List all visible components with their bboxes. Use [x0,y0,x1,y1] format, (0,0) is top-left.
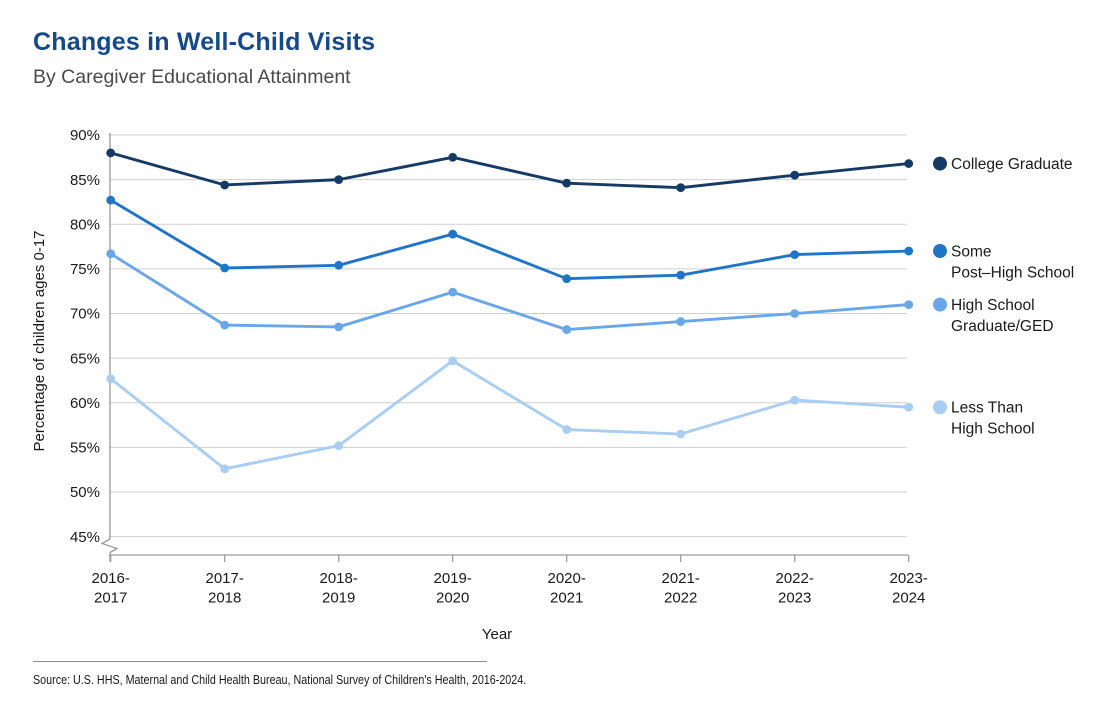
data-point-college-graduate [448,152,458,162]
page-title: Changes in Well-Child Visits [33,28,376,56]
x-tick-label: 2022-2023 [776,570,814,607]
legend-label-less-than-high-school: Less Than High School [951,400,1035,438]
data-point-college-graduate [334,175,344,185]
legend-dot-less-than-high-school [933,400,947,415]
source-text: Source: U.S. HHS, Maternal and Child Hea… [33,673,527,687]
x-tick-label: 2023-2024 [890,570,928,607]
data-point-some-post-high-school [220,263,230,273]
data-point-some-post-high-school [676,270,686,280]
data-point-some-post-high-school [334,260,344,270]
data-point-less-than-high-school [106,374,116,384]
y-tick-label: 85% [70,172,100,189]
legend-label-some-post-high-school: Some Post–High School [951,244,1074,282]
y-tick-label: 50% [70,484,100,501]
data-point-high-school-graduate-ged [790,309,800,318]
data-point-some-post-high-school [790,250,800,260]
legend-dot-high-school-graduate-ged [933,297,947,312]
y-tick-label: 45% [70,529,100,546]
x-tick-label: 2018-2019 [320,570,358,607]
x-tick-label: 2016-2017 [92,570,130,607]
legend-dot-college-graduate [933,156,947,171]
data-point-some-post-high-school [562,274,572,284]
gridline-layer [109,134,907,538]
data-point-high-school-graduate-ged [106,249,116,259]
y-tick-label: 60% [70,395,100,412]
series-line-college-graduate [109,151,911,190]
data-point-some-post-high-school [904,246,914,256]
source-divider [33,661,487,662]
series-layer [106,148,914,474]
y-tick-label: 55% [70,440,100,457]
legend: College Graduate Some Post–High School High… [933,156,1074,438]
data-point-college-graduate [676,183,686,193]
x-tick-label: 2017-2018 [206,570,244,607]
data-point-high-school-graduate-ged [220,320,230,330]
legend-dot-some-post-high-school [933,244,947,259]
y-tick-label-layer: 90% 85% 80% 75% 70% 65% 60% 55% 50% 45% [70,127,100,546]
data-point-some-post-high-school [448,229,458,239]
series-line-high-school-graduate-ged [109,252,911,332]
data-point-less-than-high-school [334,441,344,451]
data-point-high-school-graduate-ged [334,322,344,332]
data-point-less-than-high-school [676,429,686,439]
x-tick-label: 2019-2020 [434,570,472,607]
x-tick-label: 2021-2022 [662,570,700,607]
y-axis-break-icon [100,538,119,554]
y-tick-label: 90% [70,127,100,144]
data-point-less-than-high-school [562,425,572,434]
legend-label-high-school-graduate-ged: High School Graduate/GED [951,297,1054,335]
x-axis-title: Year [482,626,512,643]
series-line-some-post-high-school [109,198,911,281]
data-point-college-graduate [904,159,914,168]
data-point-high-school-graduate-ged [562,325,572,334]
y-tick-label: 65% [70,350,100,367]
y-axis-title: Percentage of children ages 0-17 [31,231,48,452]
x-tick-label: 2020-2021 [548,570,586,607]
data-point-high-school-graduate-ged [676,317,686,326]
series-line-less-than-high-school [109,359,911,471]
data-point-college-graduate [562,178,572,188]
x-tick-layer: 2016-2017 2017-2018 2018-2019 2019-2020 2020… [92,555,928,607]
page-subtitle: By Caregiver Educational Attainment [33,66,351,88]
data-point-college-graduate [106,148,116,158]
data-point-college-graduate [220,180,230,190]
data-point-less-than-high-school [220,464,230,474]
data-point-less-than-high-school [904,402,914,412]
legend-label-college-graduate: College Graduate [951,156,1073,173]
y-tick-label: 70% [70,306,100,323]
data-point-less-than-high-school [790,395,800,405]
data-point-high-school-graduate-ged [448,287,458,297]
data-point-less-than-high-school [448,356,458,366]
y-tick-label: 80% [70,216,100,233]
data-point-some-post-high-school [106,195,116,205]
data-point-college-graduate [790,170,800,180]
y-tick-label: 75% [70,261,100,278]
data-point-high-school-graduate-ged [904,300,914,309]
